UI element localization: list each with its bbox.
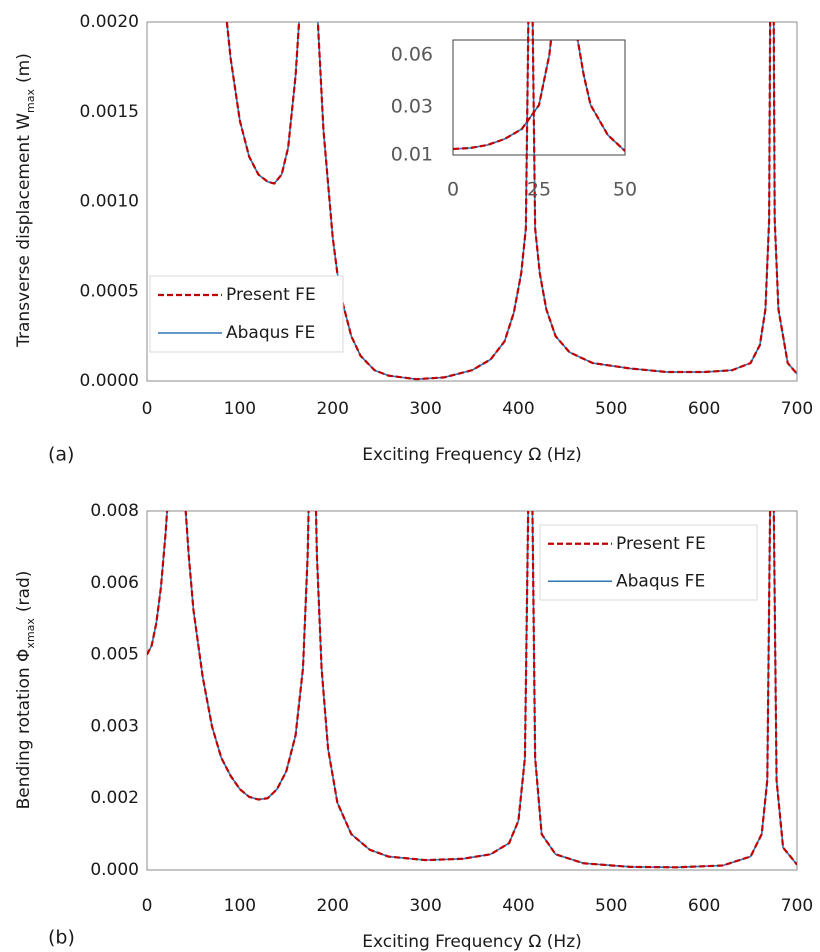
inset-frame — [452, 39, 626, 156]
x-axis-label: Exciting Frequency Ω (Hz) — [362, 932, 582, 952]
y-tick-label: 0.03 — [391, 96, 433, 118]
y-tick-label: 0.0000 — [80, 371, 139, 391]
legend-box — [539, 524, 758, 601]
x-tick-label: 200 — [316, 399, 348, 419]
x-tick-label: 0 — [142, 896, 153, 916]
plot-frame — [146, 21, 798, 382]
panel-label: (a) — [48, 444, 74, 466]
x-tick-label: 700 — [781, 896, 813, 916]
y-tick-label: 0.06 — [391, 44, 433, 66]
x-tick-label: 400 — [502, 896, 534, 916]
x-tick-label: 0 — [447, 179, 459, 201]
legend-box — [149, 275, 344, 353]
y-axis-label-unit: (m) — [14, 53, 34, 83]
x-tick-label: 0 — [142, 399, 153, 419]
x-tick-label: 400 — [502, 399, 534, 419]
y-tick-label: 0.0005 — [80, 281, 139, 301]
y-axis-label-main: Bending rotation Φ — [14, 649, 34, 810]
x-tick-label: 300 — [409, 896, 441, 916]
x-tick-label: 600 — [688, 896, 720, 916]
y-axis-label-sub: xmax — [24, 618, 37, 649]
y-tick-label: 0.0010 — [80, 192, 139, 212]
x-tick-label: 500 — [595, 399, 627, 419]
y-tick-label: 0.008 — [90, 501, 139, 521]
y-tick-label: 0.000 — [90, 860, 139, 880]
y-axis-label: Transverse displacement Wmax (m) — [14, 53, 37, 348]
legend-label: Present FE — [226, 285, 316, 305]
x-tick-label: 300 — [409, 399, 441, 419]
y-axis-label-sub: max — [24, 88, 37, 112]
legend-label: Abaqus FE — [616, 571, 705, 591]
y-tick-label: 0.006 — [90, 573, 139, 593]
y-tick-label: 0.0020 — [80, 12, 139, 32]
x-tick-label: 200 — [316, 896, 348, 916]
series-line — [147, 511, 797, 869]
y-tick-label: 0.0015 — [80, 102, 139, 122]
x-axis-label: Exciting Frequency Ω (Hz) — [362, 445, 582, 465]
x-tick-label: 100 — [224, 399, 256, 419]
x-tick-label: 100 — [224, 896, 256, 916]
x-tick-label: 25 — [527, 179, 551, 201]
y-tick-label: 0.01 — [391, 144, 433, 166]
x-tick-label: 50 — [613, 179, 637, 201]
y-axis-label-main: Transverse displacement W — [14, 113, 34, 348]
y-tick-label: 0.002 — [90, 788, 139, 808]
y-axis-label: Bending rotation Φxmax (rad) — [14, 571, 37, 810]
x-tick-label: 600 — [688, 399, 720, 419]
legend-label: Abaqus FE — [226, 323, 315, 343]
x-tick-label: 700 — [781, 399, 813, 419]
y-tick-label: 0.005 — [90, 645, 139, 665]
legend-label: Present FE — [616, 534, 706, 554]
panel-label: (b) — [48, 927, 75, 949]
plot-frame — [146, 510, 798, 871]
x-tick-label: 500 — [595, 896, 627, 916]
y-tick-label: 0.003 — [90, 716, 139, 736]
series-line — [453, 40, 625, 152]
series-line — [225, 22, 797, 381]
y-axis-label-unit: (rad) — [14, 571, 34, 612]
